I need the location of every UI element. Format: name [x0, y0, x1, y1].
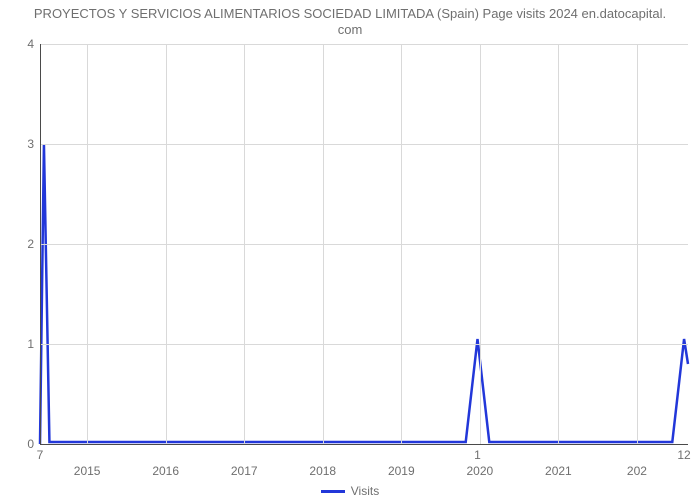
x-tick-label: 202: [627, 464, 647, 478]
x-tick-label: 2019: [388, 464, 415, 478]
y-tick-label: 4: [4, 37, 34, 51]
gridline-h: [40, 344, 688, 345]
y-tick-label: 3: [4, 137, 34, 151]
gridline-h: [40, 144, 688, 145]
data-point-label: 12: [677, 448, 690, 462]
x-tick-label: 2021: [545, 464, 572, 478]
x-tick-label: 2015: [74, 464, 101, 478]
y-tick-label: 0: [4, 437, 34, 451]
x-tick-label: 2018: [309, 464, 336, 478]
legend-label: Visits: [351, 484, 379, 498]
x-axis: [40, 444, 688, 445]
data-point-label: 7: [37, 448, 44, 462]
y-tick-label: 1: [4, 337, 34, 351]
x-tick-label: 2017: [231, 464, 258, 478]
data-point-label: 1: [474, 448, 481, 462]
legend: Visits: [0, 484, 700, 498]
legend-swatch: [321, 490, 345, 493]
y-tick-label: 2: [4, 237, 34, 251]
x-tick-label: 2020: [466, 464, 493, 478]
gridline-h: [40, 244, 688, 245]
chart-title: PROYECTOS Y SERVICIOS ALIMENTARIOS SOCIE…: [0, 6, 700, 39]
plot-area: 2015201620172018201920202021202012347112: [40, 44, 688, 444]
gridline-h: [40, 44, 688, 45]
y-axis: [40, 44, 41, 444]
x-tick-label: 2016: [152, 464, 179, 478]
series-line: [40, 144, 688, 444]
